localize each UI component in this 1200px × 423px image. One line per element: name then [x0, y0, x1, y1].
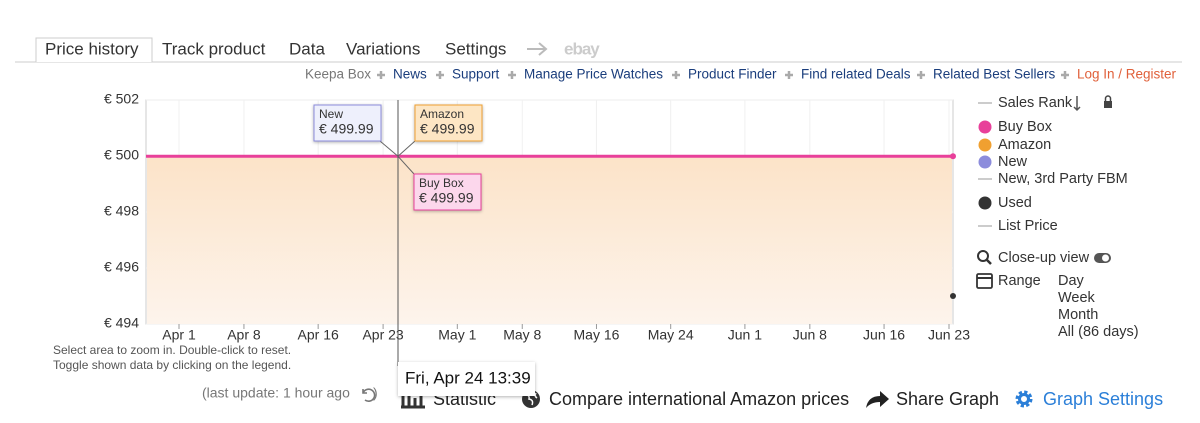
legend-dot[interactable]: [978, 120, 992, 134]
gear-icon[interactable]: [1015, 390, 1033, 408]
gear-core: [1018, 393, 1030, 405]
legend-label[interactable]: Amazon: [998, 137, 1051, 153]
x-tick-label: Jun 16: [863, 327, 905, 343]
tab[interactable]: Price history: [45, 39, 139, 58]
tab[interactable]: Data: [289, 39, 325, 58]
y-tick-label: € 498: [104, 203, 139, 219]
link-separator: [508, 71, 516, 79]
range-option[interactable]: Month: [1058, 307, 1098, 323]
x-tick-label: Jun 23: [928, 327, 970, 343]
toggle-knob: [1102, 254, 1109, 262]
tooltip-value: € 499.99: [319, 121, 374, 137]
last-update-close: ): [373, 385, 378, 401]
lock-icon: [1104, 101, 1112, 108]
tooltip-name: New: [319, 107, 343, 121]
search-handle: [986, 259, 992, 265]
tooltip-connector: [397, 155, 415, 175]
tooltip-box: [413, 173, 482, 211]
nav-link[interactable]: Related Best Sellers: [933, 67, 1056, 82]
x-tick-label: Apr 23: [362, 327, 403, 343]
x-tick-label: Apr 1: [162, 327, 196, 343]
sort-icon[interactable]: [1073, 96, 1081, 112]
x-tick-label: May 16: [574, 327, 620, 343]
chart-hint: Select area to zoom in. Double-click to …: [53, 343, 291, 357]
tooltip-connector: [397, 140, 416, 157]
tooltip-value: € 499.99: [420, 121, 475, 137]
link-separator: [785, 71, 793, 79]
legend-label[interactable]: New, 3rd Party FBM: [998, 171, 1128, 187]
date-tooltip-text: Fri, Apr 24 13:39: [405, 368, 531, 387]
nav-link[interactable]: Keepa Box: [305, 67, 371, 82]
nav-link[interactable]: Product Finder: [688, 67, 777, 82]
legend-dot[interactable]: [978, 138, 992, 152]
link-separator: [436, 71, 444, 79]
active-tab[interactable]: [35, 37, 153, 62]
legend-dot[interactable]: [978, 155, 992, 169]
legend-dot[interactable]: [978, 196, 992, 210]
x-tick-label: Apr 16: [298, 327, 339, 343]
range-option[interactable]: Week: [1058, 290, 1096, 306]
link-separator: [672, 71, 680, 79]
nav-link[interactable]: Log In / Register: [1077, 67, 1177, 82]
calendar-icon: [976, 273, 993, 289]
link-separator: [917, 71, 925, 79]
legend-label[interactable]: Buy Box: [998, 119, 1053, 135]
footer-action[interactable]: Compare international Amazon prices: [549, 389, 849, 409]
tooltip-name: Amazon: [420, 107, 464, 121]
legend-label[interactable]: New: [998, 154, 1028, 170]
tab[interactable]: Variations: [346, 39, 420, 58]
x-tick-label: May 1: [438, 327, 476, 343]
range-option[interactable]: Day: [1058, 273, 1085, 289]
legend-label[interactable]: Used: [998, 195, 1032, 211]
date-tooltip: [398, 362, 535, 396]
nav-link[interactable]: Find related Deals: [801, 67, 911, 82]
refresh-icon[interactable]: [362, 388, 376, 402]
close-up-label[interactable]: Close-up view: [998, 250, 1090, 266]
x-tick-label: May 24: [648, 327, 694, 343]
nav-link[interactable]: Manage Price Watches: [524, 67, 663, 82]
x-tick-label: Jun 8: [793, 327, 827, 343]
legend-label[interactable]: Sales Rank: [998, 95, 1073, 111]
tab[interactable]: Track product: [162, 39, 266, 58]
footer-action[interactable]: Graph Settings: [1043, 389, 1163, 409]
used-point: [950, 293, 956, 299]
nav-link[interactable]: News: [393, 67, 427, 82]
chart-hint: Toggle shown data by clicking on the leg…: [53, 358, 291, 372]
tooltip-value: € 499.99: [419, 190, 474, 206]
tooltip-box: [313, 104, 382, 142]
tooltip-connector: [379, 140, 399, 157]
search-icon: [977, 250, 989, 262]
range-label: Range: [998, 273, 1041, 289]
link-separator: [1061, 71, 1069, 79]
tooltip-name: Buy Box: [419, 176, 464, 190]
range-option[interactable]: All (86 days): [1058, 324, 1139, 340]
legend-label[interactable]: List Price: [998, 218, 1058, 234]
lock-shackle: [1104, 95, 1112, 101]
last-update: (last update: 1 hour ago: [202, 385, 350, 401]
tab[interactable]: ebay: [564, 39, 601, 58]
nav-link[interactable]: Support: [452, 67, 500, 82]
arrow-icon: [527, 42, 548, 56]
footer-action[interactable]: Share Graph: [896, 389, 999, 409]
y-tick-label: € 496: [104, 259, 139, 275]
tab[interactable]: Settings: [445, 39, 506, 58]
y-tick-label: € 502: [104, 91, 139, 107]
x-tick-label: Apr 8: [227, 327, 261, 343]
x-tick-label: Jun 1: [728, 327, 762, 343]
tooltip-box: [414, 104, 483, 142]
share-icon[interactable]: [866, 391, 889, 408]
link-separator: [377, 71, 385, 79]
amazon-area: [147, 156, 952, 324]
statistic-icon[interactable]: [401, 390, 425, 409]
x-tick-label: May 8: [503, 327, 541, 343]
buybox-end: [950, 153, 956, 160]
y-tick-label: € 494: [104, 315, 139, 331]
y-tick-label: € 500: [104, 147, 139, 163]
